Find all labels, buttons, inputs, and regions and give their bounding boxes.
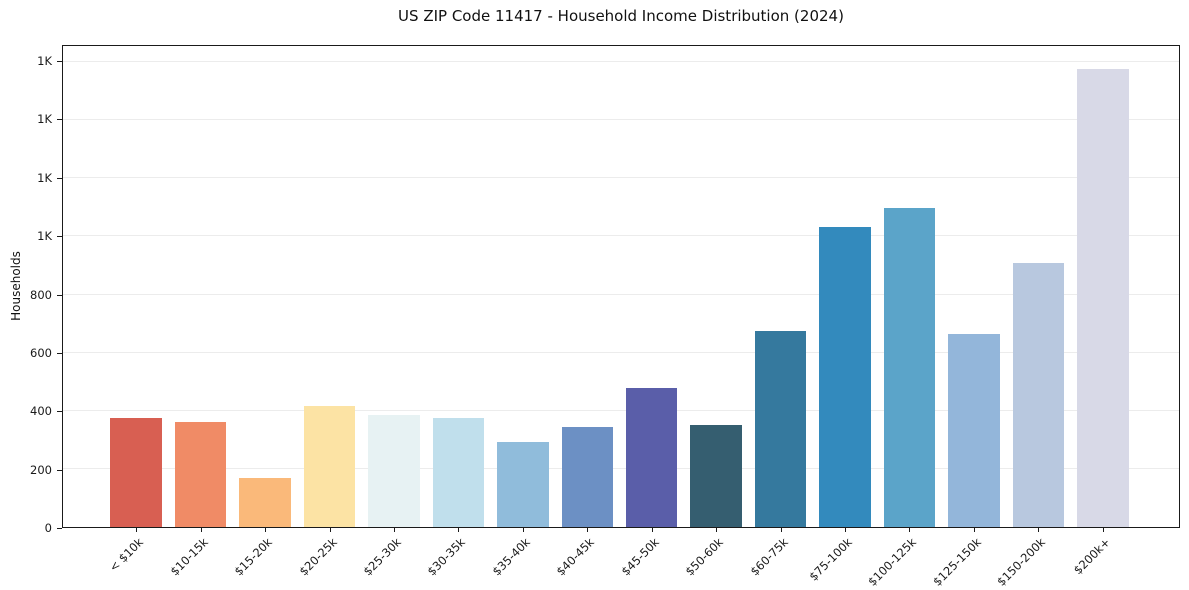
x-tick-mark [1038, 527, 1040, 532]
bar-slot: $20-25k [296, 46, 361, 578]
x-tick-mark [329, 527, 331, 532]
bar-slot: $60-75k [747, 46, 812, 578]
x-tick-mark [458, 527, 460, 532]
y-tick-mark [57, 294, 62, 296]
y-tick-label: 1K [37, 229, 52, 244]
x-tick-mark [587, 527, 589, 532]
y-tick-mark [57, 236, 62, 238]
x-tick-mark [1102, 527, 1104, 532]
y-tick-label: 1K [37, 54, 52, 69]
bar-slot: $30-35k [425, 46, 490, 578]
x-tick-mark [136, 527, 138, 532]
x-tick-mark [845, 527, 847, 532]
bar-$30-35k [432, 418, 485, 527]
x-tick-mark [651, 527, 653, 532]
y-tick-mark [57, 119, 62, 121]
gridline [63, 467, 1179, 469]
bar-slot: $25-30k [360, 46, 426, 578]
x-tick-label: < $10k [106, 535, 147, 575]
bar-slot: $35-40k [489, 46, 555, 578]
bar-slot: < $10k [104, 46, 168, 575]
gridline [63, 177, 1179, 179]
bars-row: < $10k $10-15k $15-20k $20-25k $25-30k $30-35… [104, 46, 1135, 589]
bar-slot: $40-45k [554, 46, 619, 578]
y-tick-label: 600 [30, 345, 52, 360]
y-tick-label: 1K [37, 112, 52, 127]
gridline [63, 235, 1179, 237]
x-tick-mark [780, 527, 782, 532]
bar-$20-25k [303, 405, 356, 527]
gridline [63, 409, 1179, 411]
bar-slot: $10-15k [167, 46, 232, 578]
y-tick-mark [57, 352, 62, 354]
x-tick-mark [393, 527, 395, 532]
bar-slot: $15-20k [232, 46, 297, 578]
bar-$35-40k [497, 442, 549, 527]
x-tick-mark [716, 527, 718, 532]
y-tick-label: 400 [30, 404, 52, 419]
bar-$25-30k [368, 414, 420, 527]
bar-$10-15k [174, 421, 227, 527]
bar-$125-150k [948, 334, 1000, 527]
bar-slot: $150-200k [994, 46, 1070, 589]
chart-title: US ZIP Code 11417 - Household Income Dis… [398, 7, 844, 25]
y-tick-mark [57, 177, 62, 179]
bar-$100-125k [883, 208, 936, 527]
y-tick-label: 0 [44, 521, 52, 535]
x-tick-mark [522, 527, 524, 532]
bar-$45-50k [625, 388, 678, 527]
x-tick-mark [973, 527, 975, 532]
bar-slot: $100-125k [866, 46, 941, 589]
y-tick-mark [57, 469, 62, 471]
bar-slot: $45-50k [618, 46, 684, 578]
x-tick-mark [265, 527, 267, 532]
y-tick-label: 800 [30, 287, 52, 302]
y-tick-mark [57, 61, 62, 63]
bar-$200k+ [1077, 68, 1129, 527]
gridline [63, 119, 1179, 121]
bar-slot: $75-100k [806, 46, 877, 584]
bar-$40-45k [561, 426, 614, 527]
bar-$60-75k [754, 331, 807, 527]
bar-slot: $200k+ [1071, 46, 1135, 577]
gridline [63, 293, 1179, 295]
bar-slot: $125-150k [930, 46, 1006, 589]
x-tick-mark [200, 527, 202, 532]
bar-$15-20k [239, 477, 291, 527]
bar-$75-100k [819, 227, 871, 527]
bar-slot: $50-60k [683, 46, 748, 578]
y-axis-label: Households [9, 251, 23, 321]
y-tick-mark [57, 411, 62, 413]
bar-< $10k [110, 418, 162, 527]
gridline [63, 61, 1179, 62]
y-tick-label: 1K [37, 170, 52, 185]
plot-area: < $10k $10-15k $15-20k $20-25k $25-30k $30-35… [62, 45, 1180, 589]
x-tick-mark [909, 527, 911, 532]
y-tick-mark [57, 528, 62, 529]
y-tick-label: 200 [30, 462, 52, 477]
bar-$150-200k [1012, 263, 1065, 527]
gridline [63, 351, 1179, 353]
bar-$50-60k [690, 425, 742, 527]
